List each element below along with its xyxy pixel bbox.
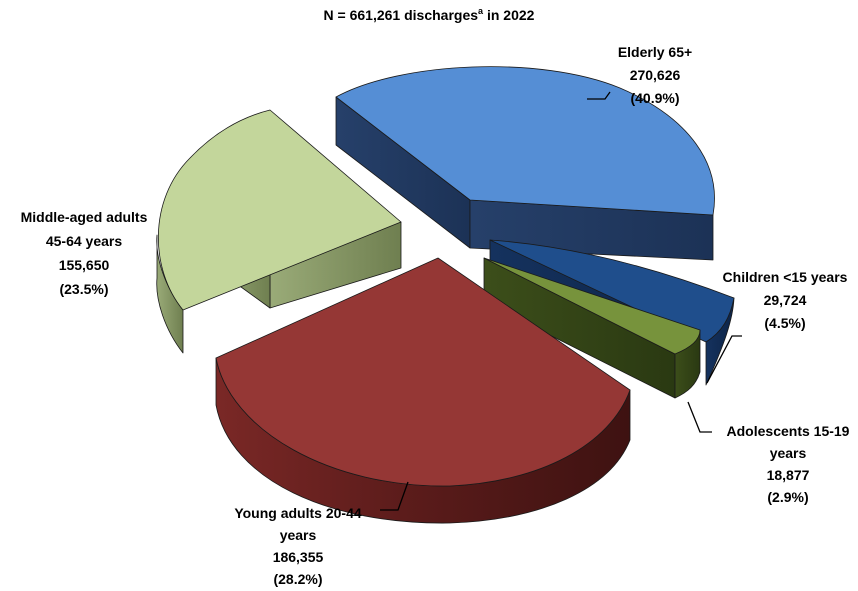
leader-line-adolescents [687, 401, 712, 433]
label-young-line1: Young adults 20-44 [234, 505, 362, 521]
slice-middle-aged-adults [156, 109, 402, 354]
label-children-line3: (4.5%) [764, 315, 805, 331]
label-elderly-line1: Elderly 65+ [618, 44, 692, 60]
label-middle-line3: 155,650 [59, 257, 110, 273]
label-children-line2: 29,724 [764, 292, 807, 308]
label-adolescents: Adolescents 15-19 years 18,877 (2.9%) [727, 423, 850, 505]
label-middle-aged-adults: Middle-aged adults 45-64 years 155,650 (… [21, 209, 148, 297]
label-elderly: Elderly 65+ 270,626 (40.9%) [618, 44, 692, 106]
chart-title: N = 661,261 dischargesa in 2022 [324, 6, 535, 23]
label-middle-line1: Middle-aged adults [21, 209, 148, 225]
label-adolescents-line1: Adolescents 15-19 [727, 423, 850, 439]
leader-line-elderly [587, 91, 611, 100]
label-adolescents-line4: (2.9%) [767, 489, 808, 505]
label-young-line4: (28.2%) [273, 571, 322, 587]
label-young-line2: years [280, 527, 317, 543]
label-middle-line2: 45-64 years [46, 233, 123, 249]
label-children: Children <15 years 29,724 (4.5%) [723, 269, 848, 331]
slice-elderly [335, 66, 715, 261]
leader-line-young [380, 481, 409, 511]
label-young-adults: Young adults 20-44 years 186,355 (28.2%) [234, 505, 362, 587]
label-young-line3: 186,355 [273, 549, 324, 565]
label-elderly-line2: 270,626 [630, 67, 681, 83]
label-children-line1: Children <15 years [723, 269, 848, 285]
label-elderly-line3: (40.9%) [630, 90, 679, 106]
label-adolescents-line3: 18,877 [767, 467, 810, 483]
label-adolescents-line2: years [770, 445, 807, 461]
label-middle-line4: (23.5%) [59, 281, 108, 297]
slice-adolescents [483, 257, 701, 399]
slice-young-adults [215, 257, 631, 524]
leader-line-children [706, 335, 742, 384]
